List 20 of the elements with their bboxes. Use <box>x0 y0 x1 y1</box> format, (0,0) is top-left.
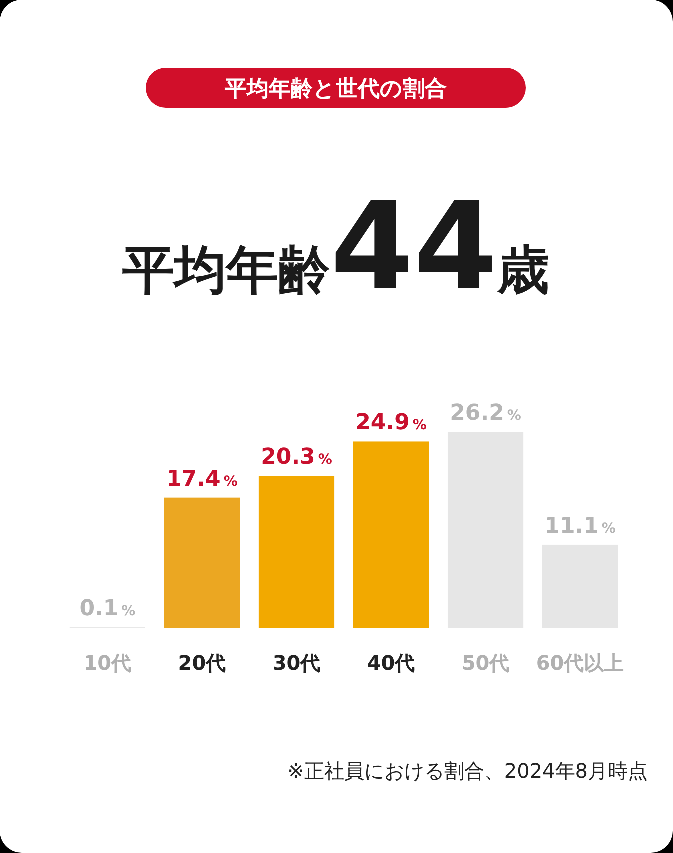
x-tick-label: 60代以上 <box>536 651 624 675</box>
bar <box>448 432 524 628</box>
bar <box>542 544 618 628</box>
data-label: 24.9% <box>356 410 427 436</box>
chart-subtitle: 平均年齢44歳 <box>122 178 550 317</box>
x-tick-label: 50代 <box>462 651 510 675</box>
x-tick-label: 10代 <box>84 651 132 675</box>
bar <box>164 498 240 628</box>
data-label: 0.1% <box>80 596 136 622</box>
text: ※正社員における割合、2024年8月時点 <box>288 759 648 783</box>
data-label: 11.1% <box>544 514 616 539</box>
data-label: 20.3% <box>261 445 332 470</box>
x-tick-label: 30代 <box>272 651 321 675</box>
bar <box>353 442 430 628</box>
bar <box>258 476 335 628</box>
x-tick-label: 20代 <box>178 651 226 675</box>
chart-title: 平均年齢と世代の割合 <box>224 77 447 102</box>
data-label: 26.2% <box>450 401 522 426</box>
x-tick-label: 40代 <box>367 651 416 675</box>
data-label: 17.4% <box>166 466 238 492</box>
